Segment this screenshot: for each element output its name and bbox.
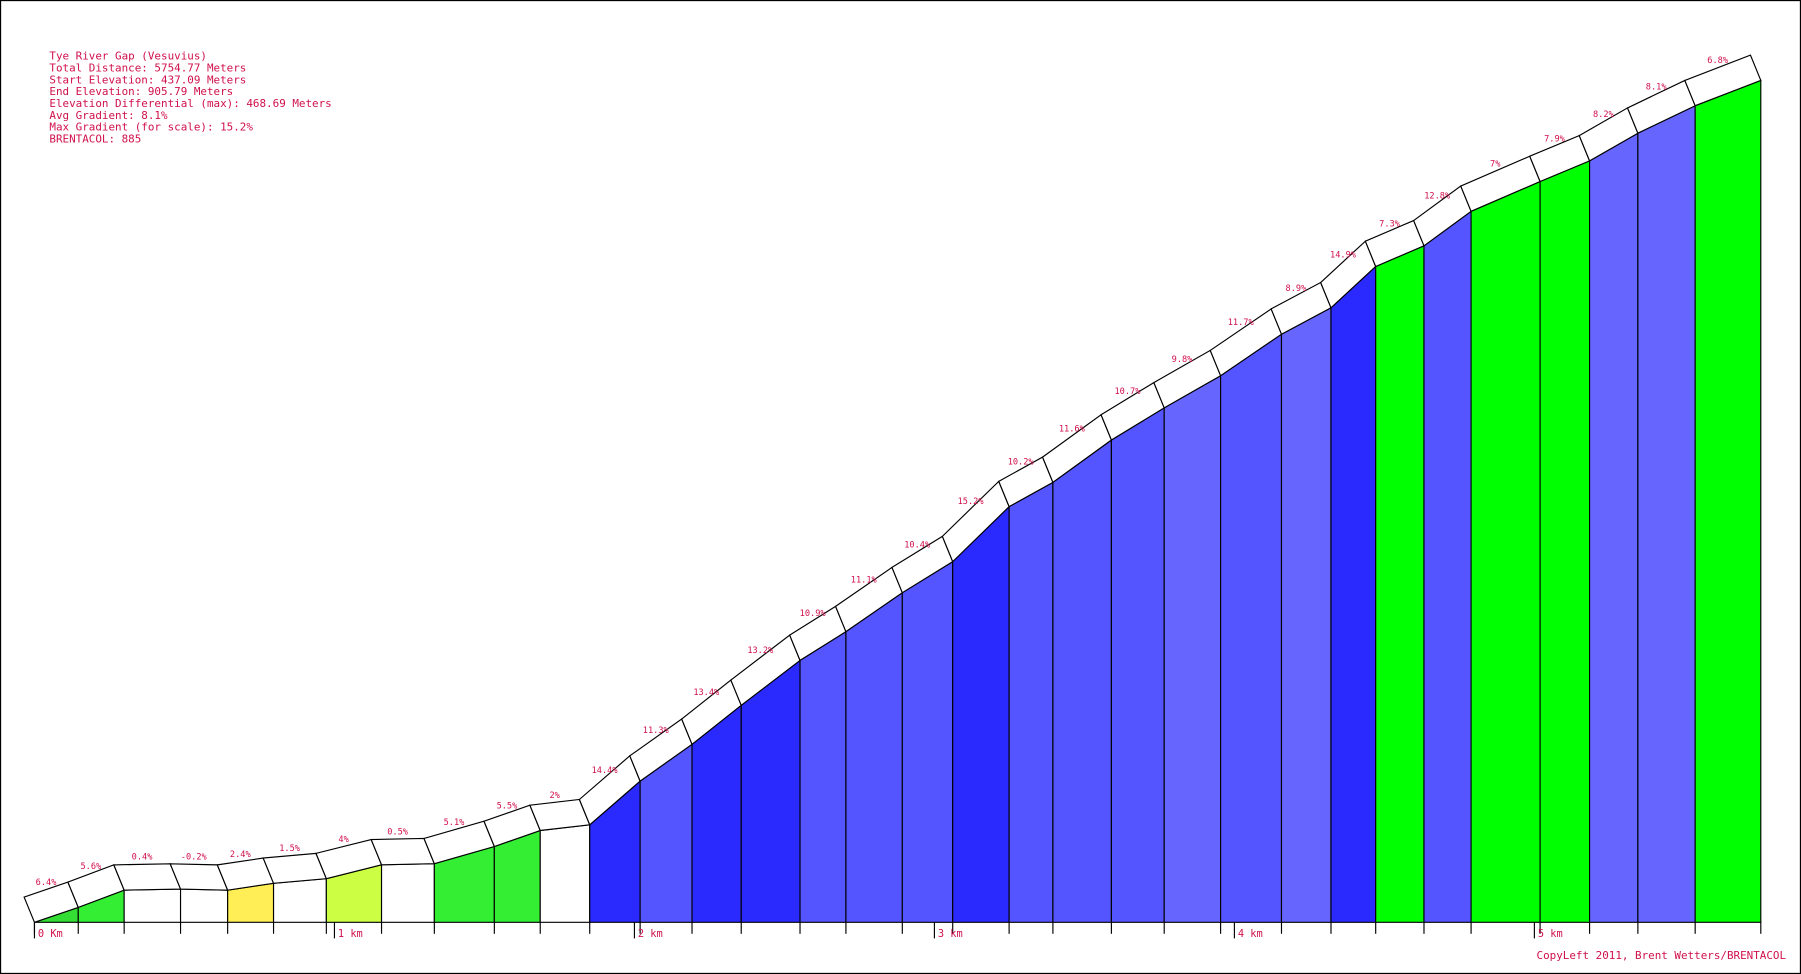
segment — [179, 888, 229, 923]
gradient-label: 9.8% — [1172, 355, 1194, 365]
segment — [1052, 438, 1112, 923]
segment — [1330, 265, 1377, 923]
info-line: End Elevation: 905.79 Meters — [49, 85, 233, 98]
segment — [1110, 406, 1165, 923]
segment — [1375, 244, 1425, 923]
segment — [952, 505, 1010, 923]
gradient-label: 13.2% — [747, 646, 774, 656]
segment — [1220, 333, 1283, 923]
segment-top — [262, 852, 328, 884]
info-line: Start Elevation: 437.09 Meters — [49, 73, 246, 86]
gradient-label: 10.2% — [1008, 458, 1035, 468]
segment — [1589, 132, 1639, 923]
gradient-label: 0.5% — [387, 827, 409, 837]
gradient-label: 11.7% — [1228, 318, 1255, 328]
x-tick-label: 0 Km — [38, 928, 63, 940]
gradient-label: 4% — [338, 835, 349, 845]
info-line: Avg Gradient: 8.1% — [49, 109, 168, 122]
x-tick-label: 1 km — [338, 928, 363, 940]
info-line: Elevation Differential (max): 468.69 Met… — [49, 97, 331, 110]
gradient-label: 0.4% — [132, 853, 154, 863]
segment — [1163, 374, 1222, 923]
segment-top — [112, 863, 182, 891]
segment — [123, 888, 182, 923]
gradient-label: 7.9% — [1544, 134, 1566, 144]
gradient-label: 5.6% — [80, 862, 102, 872]
segment — [1539, 159, 1591, 923]
gradient-label: 6.8% — [1707, 56, 1729, 66]
footer: CopyLeft 2011, Brent Wetters/BRENTACOL — [1537, 949, 1787, 962]
x-tick-label: 3 km — [938, 928, 963, 940]
gradient-label: 13.4% — [693, 688, 720, 698]
gradient-label: 8.2% — [1593, 110, 1615, 120]
segment — [901, 560, 954, 923]
segment — [380, 863, 435, 923]
segment — [1470, 180, 1541, 923]
segment — [740, 659, 801, 923]
gradient-label: 2.4% — [230, 850, 252, 860]
gradient-label: -0.2% — [181, 853, 208, 863]
gradient-label: 7% — [1490, 160, 1501, 170]
gradient-label: 15.2% — [958, 497, 985, 507]
gradient-label: 11.3% — [643, 726, 670, 736]
gradient-label: 7.3% — [1379, 219, 1401, 229]
segment — [1423, 210, 1472, 923]
segment — [272, 878, 327, 923]
gradient-label: 11.1% — [851, 575, 878, 585]
info-line: Max Gradient (for scale): 15.2% — [49, 121, 253, 134]
gradient-label: 14.4% — [592, 766, 619, 776]
gradient-label: 1.5% — [279, 844, 301, 854]
gradient-label: 10.9% — [800, 609, 827, 619]
gradient-label: 10.7% — [1115, 387, 1142, 397]
x-tick-label: 4 km — [1238, 928, 1263, 940]
gradient-label: 6.4% — [36, 878, 58, 888]
segment-top — [1684, 54, 1762, 107]
segment — [539, 824, 591, 923]
info-line: BRENTACOL: 885 — [49, 133, 141, 146]
gradient-label: 8.1% — [1646, 83, 1668, 93]
segment — [1280, 306, 1332, 923]
gradient-label: 12.8% — [1424, 192, 1451, 202]
gradient-label: 5.1% — [444, 818, 466, 828]
gradient-label: 8.9% — [1286, 284, 1308, 294]
gradient-label: 2% — [549, 791, 560, 801]
segment — [1637, 104, 1696, 923]
gradient-label: 11.6% — [1059, 424, 1086, 434]
segment — [845, 591, 903, 923]
gradient-label: 10.4% — [904, 540, 931, 550]
x-tick-label: 2 km — [638, 928, 663, 940]
segment — [799, 630, 847, 923]
info-line: Total Distance: 5754.77 Meters — [49, 62, 246, 75]
segment — [1694, 79, 1762, 923]
info-line: Tye River Gap (Vesuvius) — [49, 50, 207, 63]
gradient-label: 5.5% — [497, 802, 519, 812]
x-tick-label: 5 km — [1538, 928, 1563, 940]
segment — [1008, 481, 1054, 923]
gradient-label: 14.9% — [1330, 250, 1357, 260]
segment-top — [370, 837, 436, 866]
